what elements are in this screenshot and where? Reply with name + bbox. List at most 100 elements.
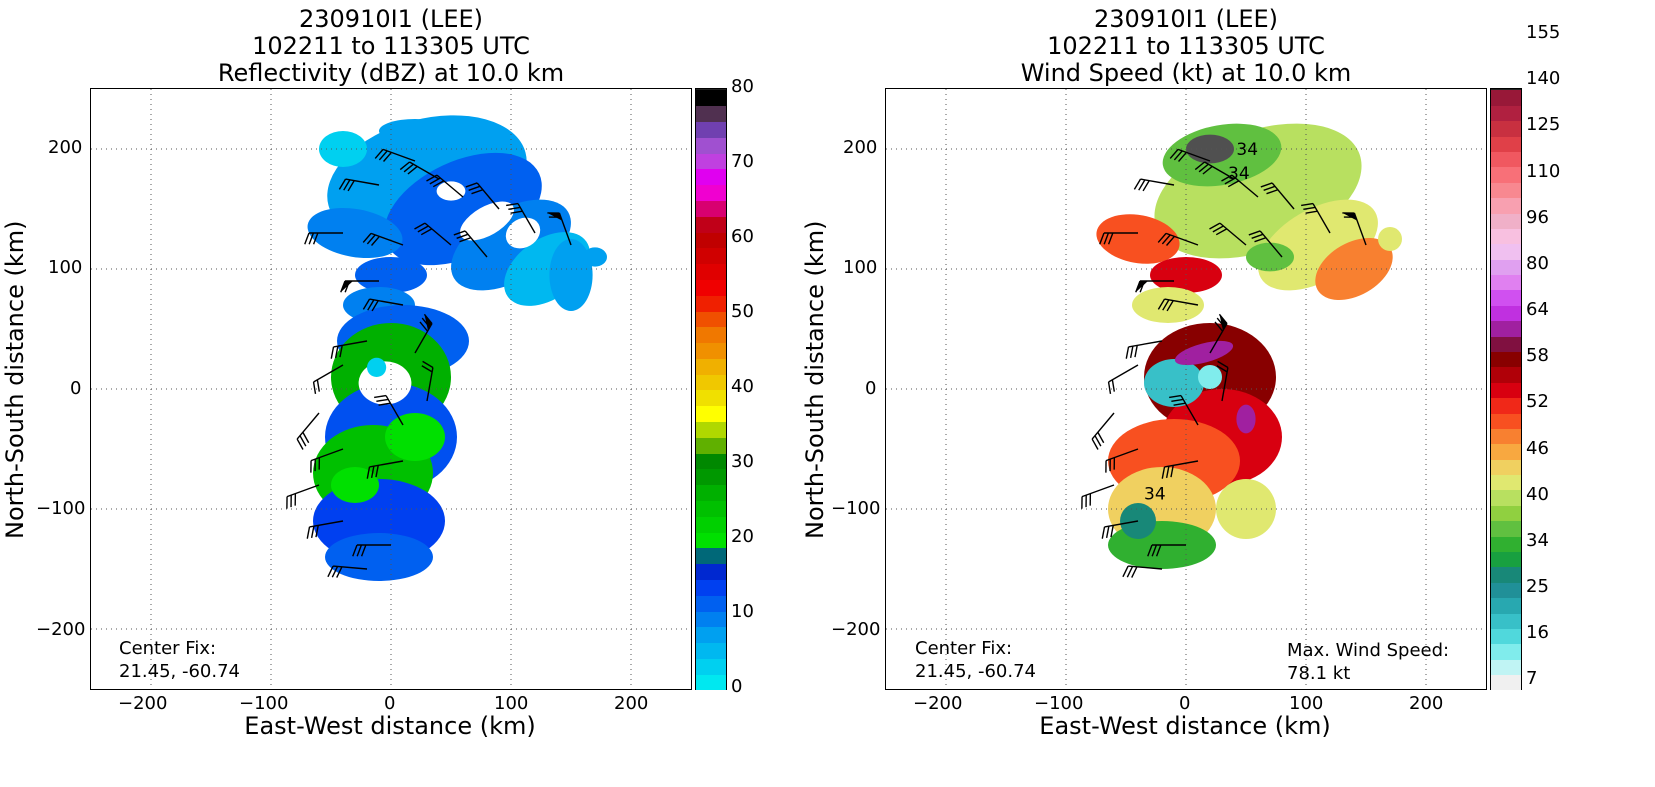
barb-feather [1162, 299, 1170, 311]
colorbar-segment [696, 325, 726, 344]
wind-barb [374, 148, 416, 162]
colorbar-segment [1491, 489, 1521, 506]
barb-feather [366, 234, 376, 245]
barb-shaft [424, 222, 452, 246]
wind-barb [1248, 230, 1283, 258]
barb-feather [378, 150, 388, 161]
barb-feather [1129, 346, 1134, 359]
colorbar-tick-label: 20 [731, 526, 754, 547]
wind-barb [1133, 178, 1175, 192]
barb-flag [1135, 281, 1148, 293]
barb-feather [1248, 230, 1261, 236]
barb-feather [414, 222, 426, 230]
wind-barb [465, 182, 500, 210]
center-fix-label: Center Fix: [915, 638, 1013, 659]
colorbar-tick-label: 40 [731, 376, 754, 397]
barb-feather [1147, 544, 1153, 557]
colorbar-segment [1491, 212, 1521, 229]
wind-barb [1125, 340, 1163, 359]
barb-shaft [1271, 182, 1295, 210]
y-tick-label: −200 [831, 619, 881, 640]
barb-feather [1111, 379, 1115, 392]
colorbar-segment [696, 373, 726, 391]
barb-shaft [1219, 222, 1247, 246]
wind-barb [366, 460, 404, 479]
x-tick-label: −200 [913, 693, 963, 714]
wind-barb [421, 360, 434, 402]
barb-feather [1165, 466, 1170, 479]
colorbar [1490, 88, 1522, 691]
wind-barb [1260, 182, 1295, 210]
barb-feather [1103, 232, 1110, 245]
barb-feather [453, 230, 466, 236]
title-line-3: Wind Speed (kt) at 10.0 km [1020, 59, 1352, 87]
max-wind-label: Max. Wind Speed: [1287, 640, 1450, 661]
x-axis-label: East-West distance (km) [244, 712, 536, 740]
plot-area [90, 88, 692, 690]
colorbar-segment [696, 278, 726, 296]
colorbar-segment [1491, 104, 1521, 122]
field-patch [436, 181, 466, 201]
barb-shaft [345, 178, 380, 186]
wind-barb [286, 484, 320, 509]
colorbar-tick-label: 7 [1526, 668, 1538, 690]
wind-barb [426, 174, 464, 198]
contour-label: 34 [1228, 164, 1250, 184]
barb-feather [343, 179, 351, 191]
wind-barb [362, 298, 404, 312]
colorbar-segment [696, 483, 726, 502]
plot-canvas: 34 34 34 [886, 89, 1486, 689]
barb-feather [421, 365, 433, 373]
barb-shaft [1312, 203, 1331, 234]
field-patch [549, 239, 593, 311]
title-line-3: Reflectivity (dBZ) at 10.0 km [217, 59, 565, 87]
barb-feather [356, 544, 363, 557]
barb-feather [1107, 232, 1114, 245]
wind-barb [1209, 222, 1247, 246]
colorbar-tick-label: 16 [1526, 622, 1549, 644]
wind-barb [374, 394, 404, 426]
barb-feather [308, 232, 315, 245]
colorbar-tick-label: 80 [731, 76, 754, 97]
barb-feather [299, 435, 307, 447]
colorbar-segment [1491, 227, 1521, 245]
barb-shaft [1108, 364, 1139, 383]
barb-feather [1126, 566, 1134, 578]
colorbar-segment [696, 310, 726, 328]
colorbar-segment [1491, 504, 1521, 522]
wind-barb [1081, 484, 1115, 509]
y-tick-label: −100 [831, 498, 881, 519]
colorbar-segment [696, 594, 726, 612]
colorbar-tick-label: 64 [1526, 299, 1549, 321]
barb-feather [1216, 365, 1228, 373]
field-patch [319, 131, 367, 167]
colorbar-segment [696, 657, 726, 675]
barb-feather [360, 544, 367, 557]
barb-feather [371, 300, 379, 312]
barb-feather [1254, 237, 1267, 243]
field-patch [460, 201, 514, 241]
barb-shaft [1081, 484, 1115, 498]
barb-feather [1198, 163, 1209, 173]
colorbar-segment [1491, 473, 1521, 491]
colorbar-tick-label: 25 [1526, 576, 1549, 597]
field-patch [307, 207, 403, 259]
colorbar-segment [696, 89, 726, 107]
field-patch [1198, 365, 1222, 389]
barb-flag [547, 212, 563, 221]
barb-feather [336, 566, 343, 578]
plot-canvas [91, 89, 691, 689]
barb-shaft [1259, 230, 1283, 258]
field-patch [1174, 340, 1234, 366]
barb-flag [340, 281, 353, 293]
colorbar-segment [696, 420, 726, 438]
colorbar-segment [1491, 273, 1521, 291]
barb-feather [312, 232, 319, 245]
colorbar-segment [696, 246, 726, 265]
colorbar-segment [696, 467, 726, 486]
barb-feather [367, 299, 375, 311]
barb-feather [1251, 233, 1264, 239]
barb-shaft [558, 212, 572, 246]
colorbar-segment [696, 610, 726, 628]
barb-shaft [1140, 178, 1175, 186]
